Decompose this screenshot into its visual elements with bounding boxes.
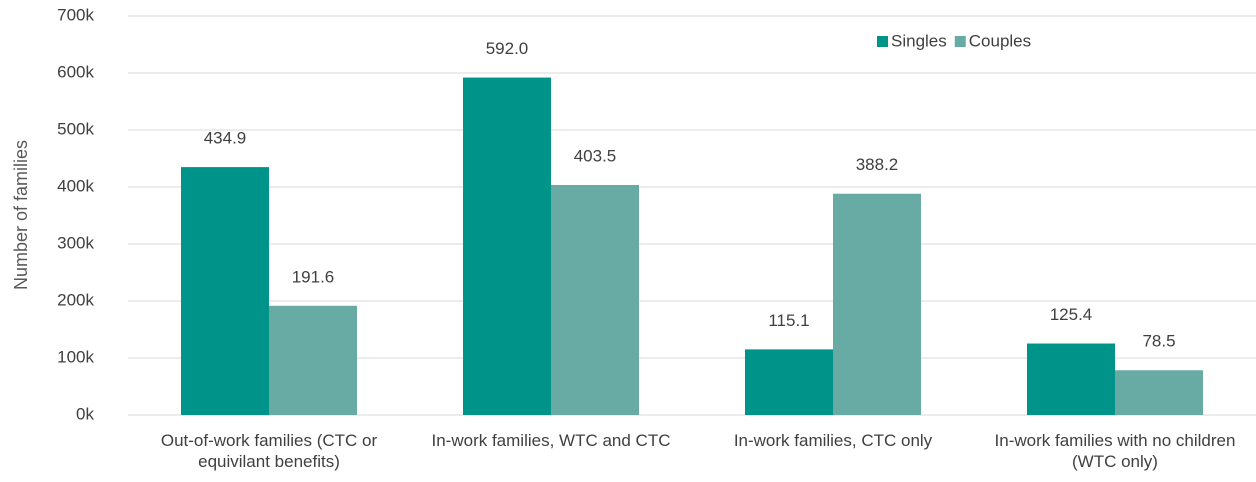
data-label: 115.1 xyxy=(768,311,809,330)
y-tick-label: 100k xyxy=(57,347,94,366)
data-label: 125.4 xyxy=(1050,305,1093,324)
legend-swatch xyxy=(877,36,888,47)
y-axis-title: Number of families xyxy=(11,140,31,290)
legend-label: Couples xyxy=(969,31,1031,50)
data-label: 403.5 xyxy=(574,146,617,165)
bar xyxy=(463,77,551,415)
bar xyxy=(1115,370,1203,415)
y-tick-label: 300k xyxy=(57,233,94,252)
bar xyxy=(269,305,357,415)
x-tick-label: Out-of-work families (CTC or equivilant … xyxy=(160,431,378,471)
data-label: 191.6 xyxy=(292,267,335,286)
y-tick-label: 200k xyxy=(57,290,94,309)
y-tick-label: 0k xyxy=(76,404,94,423)
x-tick-label: In-work families with no children (WTC o… xyxy=(994,431,1236,471)
bar xyxy=(551,185,639,415)
bar xyxy=(833,193,921,415)
y-tick-label: 500k xyxy=(57,119,94,138)
legend-swatch xyxy=(954,36,966,47)
y-tick-label: 400k xyxy=(57,176,94,195)
y-tick-label: 700k xyxy=(57,5,94,24)
legend-label: Singles xyxy=(891,31,947,50)
x-tick-label: In-work families, CTC only xyxy=(733,431,933,450)
x-tick-label: In-work families, WTC and CTC xyxy=(431,431,671,450)
y-tick-label: 600k xyxy=(57,62,94,81)
data-label: 592.0 xyxy=(486,39,529,58)
data-label: 434.9 xyxy=(204,129,247,148)
bar xyxy=(181,167,269,415)
bar xyxy=(745,349,833,415)
data-label: 388.2 xyxy=(856,155,899,174)
data-label: 78.5 xyxy=(1142,332,1175,351)
bar xyxy=(1027,343,1115,415)
